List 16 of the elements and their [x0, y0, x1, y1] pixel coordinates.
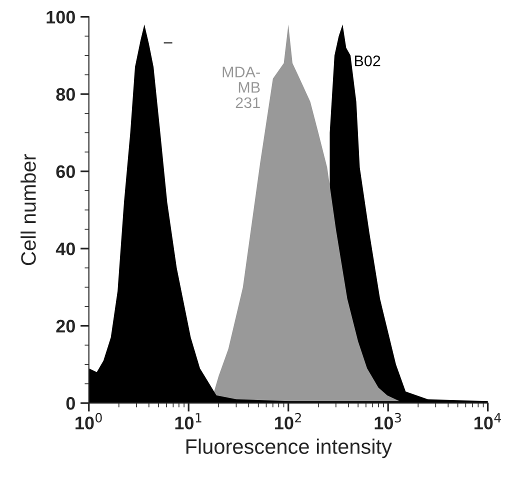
series-label: – [164, 42, 172, 44]
x-tick-label: 10$^{1}$ [175, 413, 202, 430]
x-tick-label: 10$^{2}$ [275, 412, 301, 430]
x-tick-label: 10$^{4}$ [474, 413, 501, 430]
y-tick-label: 100 [46, 10, 75, 24]
x-tick-label: 10$^{0}$ [76, 412, 102, 430]
y-tick-label: 80 [56, 88, 75, 101]
y-tick-label: 0 [66, 397, 75, 410]
y-axis-title: Cell number [20, 154, 36, 266]
x-axis-title: Fluorescence intensity [186, 438, 392, 458]
x-tick-label: 10$^{3}$ [374, 412, 401, 430]
series-label: B02 [354, 56, 380, 66]
y-tick-label: 40 [56, 242, 75, 256]
y-tick-label: 60 [56, 165, 75, 178]
series-label: MDA- MB 231 [222, 66, 260, 108]
y-tick-label: 20 [56, 320, 75, 333]
